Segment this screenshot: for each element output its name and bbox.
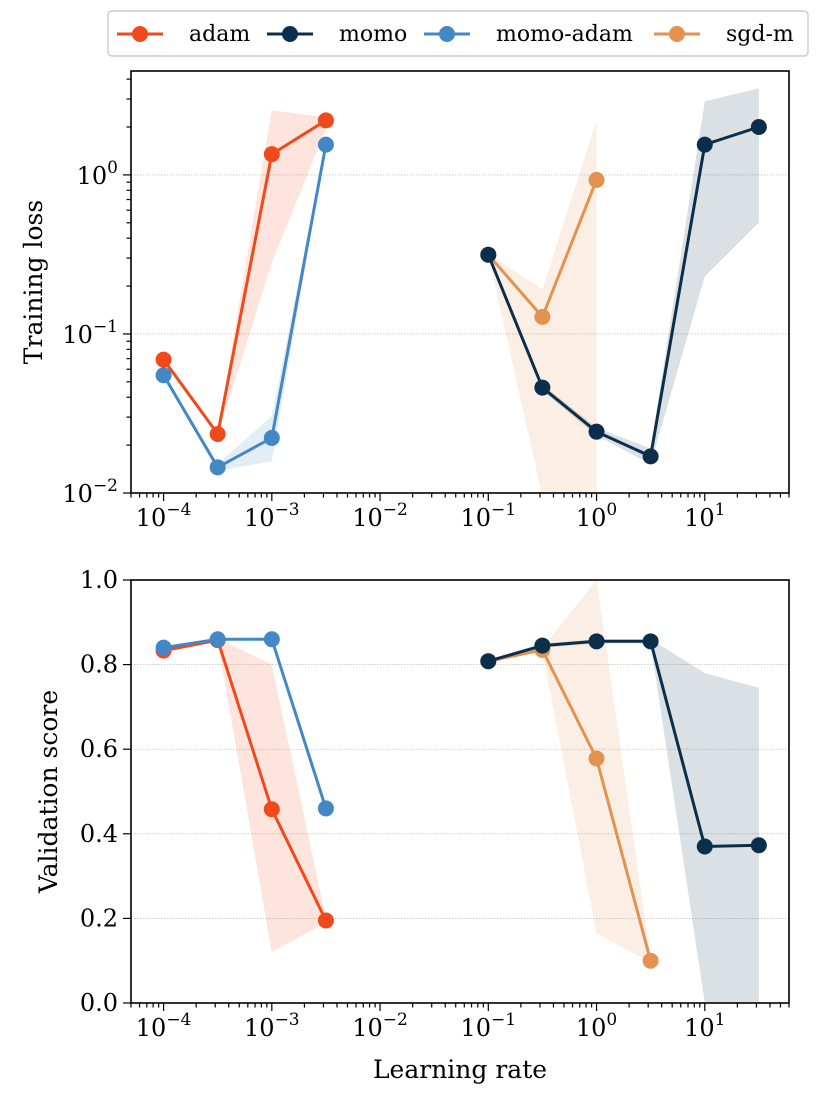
legend-label-adam: adam <box>189 22 250 47</box>
legend-marker-momo <box>282 26 298 42</box>
point-adam <box>209 425 226 442</box>
line-adam <box>162 119 327 438</box>
point-momo-adam <box>263 429 280 446</box>
y-tick-label: 10−1 <box>62 317 118 349</box>
y-tick-label: 0.4 <box>80 820 118 848</box>
line-momo <box>487 639 759 849</box>
band-adam <box>163 110 326 436</box>
point-momo <box>588 423 605 440</box>
x-axis-label: Learning rate <box>373 1055 547 1084</box>
point-adam <box>263 801 280 818</box>
y-tick-label: 100 <box>77 158 118 190</box>
legend-marker-sgd-m <box>669 26 685 42</box>
line-momo-adam <box>162 144 328 470</box>
point-momo <box>480 653 497 670</box>
point-adam <box>317 112 334 129</box>
point-momo <box>642 448 659 465</box>
y-tick-label: 10−2 <box>62 476 118 508</box>
y-axis-label: Validation score <box>34 690 63 894</box>
point-momo-adam <box>155 367 172 384</box>
point-momo <box>534 637 551 654</box>
axes-frame <box>130 579 790 1004</box>
legend-marker-momo-adam <box>439 26 455 42</box>
x-tick-label: 10−1 <box>460 500 516 532</box>
x-tick-label: 10−1 <box>460 1010 516 1042</box>
point-sgd-m <box>642 952 659 969</box>
legend-marker-adam <box>132 26 148 42</box>
y-tick-label: 0.6 <box>80 735 118 763</box>
point-sgd-m <box>534 308 551 325</box>
point-momo-adam <box>263 631 280 648</box>
band-sgd-m <box>488 120 597 493</box>
point-momo <box>480 246 497 263</box>
point-momo-adam <box>209 631 226 648</box>
x-tick-label: 101 <box>684 1010 725 1042</box>
plot-area <box>155 88 767 493</box>
point-sgd-m <box>588 171 605 188</box>
x-tick-label: 10−2 <box>352 1010 408 1042</box>
legend-label-sgd-m: sgd-m <box>726 22 794 47</box>
line-sgd-m <box>487 648 653 962</box>
plot-area <box>155 580 767 1003</box>
point-momo-adam <box>317 136 334 153</box>
point-momo <box>534 379 551 396</box>
point-momo <box>696 838 713 855</box>
legend-label-momo: momo <box>339 22 407 47</box>
y-tick-label: 0.2 <box>80 904 118 932</box>
line-momo-adam <box>163 637 328 809</box>
band-momo-adam <box>163 142 326 471</box>
x-tick-label: 10−3 <box>244 500 300 532</box>
x-tick-label: 100 <box>576 1010 617 1042</box>
point-momo-adam <box>209 459 226 476</box>
x-tick-label: 10−2 <box>352 500 408 532</box>
point-adam <box>155 351 172 368</box>
y-tick-label: 0.0 <box>80 989 118 1017</box>
line-adam <box>163 638 328 922</box>
point-adam <box>263 146 280 163</box>
point-momo <box>642 633 659 650</box>
band-momo <box>488 639 759 1003</box>
x-tick-label: 101 <box>684 500 725 532</box>
point-sgd-m <box>588 750 605 767</box>
point-momo <box>588 633 605 650</box>
y-axis-label: Training loss <box>19 200 48 364</box>
panel-training-loss: 10−4 10−3 10−2 10−1 100 101 10−2 10−1 100 Trainin… <box>19 70 790 532</box>
x-tick-label: 10−4 <box>136 1010 192 1042</box>
legend: adam momo momo-adam sgd-m <box>107 10 809 57</box>
x-tick-label: 100 <box>576 500 617 532</box>
x-tick-label: 10−4 <box>136 500 192 532</box>
band-momo <box>488 88 759 465</box>
line-momo <box>486 125 760 459</box>
y-tick-label: 1.0 <box>80 566 118 594</box>
band-adam <box>163 638 326 953</box>
point-adam <box>317 912 334 929</box>
y-tick-label: 0.8 <box>80 651 118 679</box>
legend-label-momo-adam: momo-adam <box>496 22 633 47</box>
axes-frame <box>130 70 790 494</box>
point-momo <box>696 136 713 153</box>
point-momo <box>750 119 767 136</box>
point-momo <box>750 837 767 854</box>
band-sgd-m <box>488 580 651 963</box>
panel-validation-score: 10−4 10−3 10−2 10−1 100 101 0.0 0.2 0.4 0.6 0.8 1.0… <box>34 566 790 1042</box>
point-momo-adam <box>317 800 334 817</box>
x-tick-label: 10−3 <box>244 1010 300 1042</box>
point-momo-adam <box>155 639 172 656</box>
